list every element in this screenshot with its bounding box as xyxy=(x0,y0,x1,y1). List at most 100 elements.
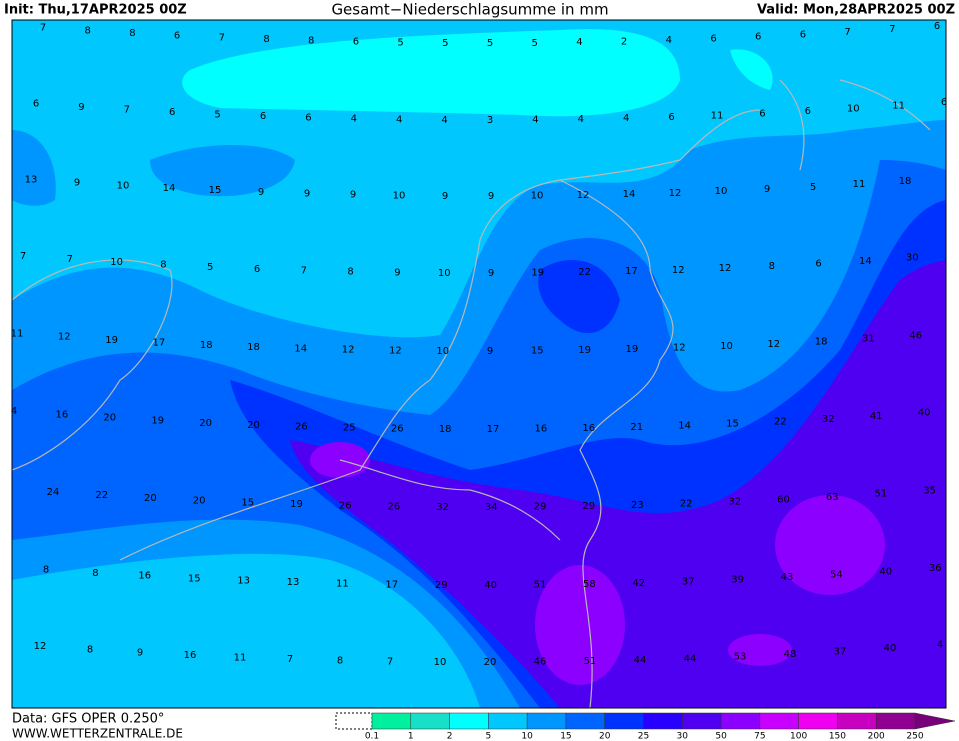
grid-value: 44 xyxy=(684,653,697,664)
grid-value: 7 xyxy=(287,654,293,665)
grid-value: 6 xyxy=(174,30,180,41)
grid-value: 2 xyxy=(621,36,627,47)
grid-value: 60 xyxy=(777,494,790,505)
grid-value: 11 xyxy=(853,179,866,190)
grid-value: 14 xyxy=(294,343,307,354)
grid-value: 48 xyxy=(784,649,797,660)
grid-value: 6 xyxy=(934,21,940,32)
grid-value: 4 xyxy=(11,406,17,417)
grid-value: 53 xyxy=(734,651,747,662)
grid-value: 6 xyxy=(305,113,311,124)
grid-value: 14 xyxy=(859,256,872,267)
grid-value: 17 xyxy=(385,579,398,590)
grid-value: 16 xyxy=(184,650,197,661)
grid-value: 10 xyxy=(531,191,544,202)
grid-value: 21 xyxy=(630,422,643,433)
legend-label: 100 xyxy=(790,732,807,741)
grid-value: 6 xyxy=(169,107,175,118)
legend-label: 200 xyxy=(868,732,885,741)
grid-value: 5 xyxy=(810,182,816,193)
grid-value: 40 xyxy=(918,408,931,419)
grid-value: 14 xyxy=(163,183,176,194)
grid-value: 36 xyxy=(929,563,942,574)
legend-label: 10 xyxy=(521,732,533,741)
grid-value: 19 xyxy=(578,345,591,356)
grid-value: 8 xyxy=(769,261,775,272)
grid-value: 4 xyxy=(532,115,538,126)
field-area xyxy=(535,565,625,685)
grid-value: 32 xyxy=(728,497,741,508)
grid-value: 12 xyxy=(389,345,402,356)
legend-swatch xyxy=(837,712,877,730)
field-area xyxy=(775,495,885,595)
grid-value: 8 xyxy=(337,655,343,666)
grid-value: 9 xyxy=(258,187,264,198)
legend-swatch xyxy=(526,712,567,730)
grid-value: 15 xyxy=(726,419,739,430)
legend-label: 50 xyxy=(715,732,727,741)
valid-time: Valid: Mon,28APR2025 00Z xyxy=(757,3,955,18)
legend-label: 2 xyxy=(447,732,453,741)
grid-value: 46 xyxy=(534,657,547,668)
grid-value: 10 xyxy=(438,268,451,279)
grid-value: 6 xyxy=(805,106,811,117)
legend-swatch xyxy=(798,712,838,730)
grid-value: 20 xyxy=(144,493,157,504)
grid-value: 9 xyxy=(488,191,494,202)
grid-value: 4 xyxy=(578,114,584,125)
grid-value: 12 xyxy=(767,339,780,350)
grid-value: 11 xyxy=(892,101,905,112)
coastline xyxy=(779,79,931,171)
grid-value: 8 xyxy=(263,34,269,45)
grid-value: 3 xyxy=(487,115,493,126)
grid-value: 7 xyxy=(889,24,895,35)
grid-value: 24 xyxy=(47,487,60,498)
grid-value: 10 xyxy=(436,346,449,357)
grid-value: 20 xyxy=(193,496,206,507)
coastline xyxy=(11,259,173,471)
grid-value: 4 xyxy=(937,640,943,651)
grid-value: 5 xyxy=(532,38,538,49)
grid-value: 13 xyxy=(25,174,38,185)
grid-value: 5 xyxy=(487,38,493,49)
grid-value: 18 xyxy=(247,342,260,353)
grid-value: 7 xyxy=(219,33,225,44)
field-area xyxy=(728,634,792,666)
grid-value: 6 xyxy=(815,259,821,270)
legend-swatch xyxy=(488,712,528,730)
grid-value: 8 xyxy=(85,25,91,36)
legend-swatch xyxy=(604,712,644,730)
border xyxy=(339,459,561,541)
grid-value: 18 xyxy=(439,424,452,435)
grid-value: 8 xyxy=(347,267,353,278)
field-area xyxy=(290,260,946,708)
grid-value: 23 xyxy=(631,500,644,511)
grid-value: 29 xyxy=(435,580,448,591)
grid-value: 14 xyxy=(623,189,636,200)
legend-label: 150 xyxy=(829,732,846,741)
grid-value: 16 xyxy=(582,423,595,434)
grid-value: 22 xyxy=(578,267,591,278)
grid-value: 6 xyxy=(941,97,947,108)
legend-label: 20 xyxy=(599,732,611,741)
grid-value: 18 xyxy=(899,176,912,187)
grid-value: 15 xyxy=(188,573,201,584)
grid-value: 13 xyxy=(237,575,250,586)
grid-value: 9 xyxy=(304,189,310,200)
grid-value: 29 xyxy=(534,502,547,513)
coastlines xyxy=(11,79,931,709)
grid-value: 8 xyxy=(129,28,135,39)
grid-value: 10 xyxy=(434,657,447,668)
grid-value: 10 xyxy=(715,186,728,197)
legend-label: 1 xyxy=(408,732,414,741)
grid-value: 22 xyxy=(95,490,108,501)
field-area xyxy=(730,49,773,90)
grid-value: 17 xyxy=(487,424,500,435)
legend-swatch xyxy=(565,712,605,730)
grid-value: 5 xyxy=(442,38,448,49)
grid-value: 8 xyxy=(308,36,314,47)
grid-value: 4 xyxy=(441,115,447,126)
grid-value: 12 xyxy=(719,263,732,274)
grid-value: 4 xyxy=(666,35,672,46)
